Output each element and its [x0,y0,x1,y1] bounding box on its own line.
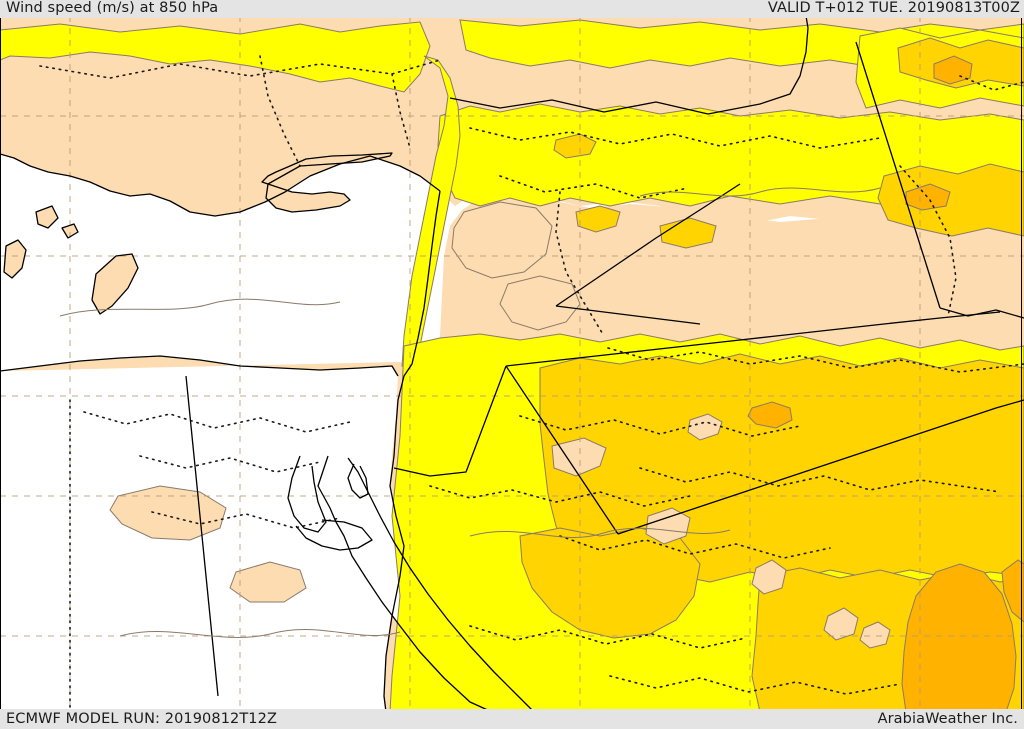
calm-pockets [109,201,891,649]
footer-bar: ECMWF MODEL RUN: 20190812T12Z ArabiaWeat… [0,709,1024,729]
header-bar: Wind speed (m/s) at 850 hPa VALID T+012 … [0,0,1024,18]
weather-contour-map [0,16,1024,712]
brand-label: ArabiaWeather Inc. [877,711,1018,727]
contour-band-15-20 [747,55,1024,712]
map-canvas[interactable] [0,16,1024,712]
contour-detail-lines [59,187,881,638]
country-borders-dotted [39,55,1024,712]
coastlines-and-borders [0,16,1024,712]
page-title: Wind speed (m/s) at 850 hPa [6,0,219,16]
valid-time-label: VALID T+012 TUE. 20190813T00Z [767,0,1020,16]
model-run-label: ECMWF MODEL RUN: 20190812T12Z [6,711,277,727]
